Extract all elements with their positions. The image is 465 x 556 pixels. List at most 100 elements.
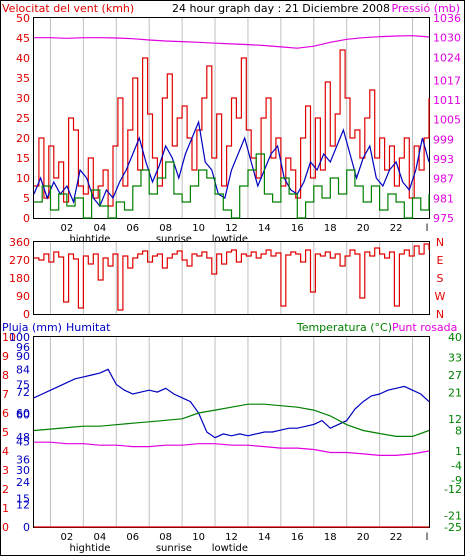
humidity-y-tick-label: 60 <box>16 407 30 420</box>
direction-y-tick-label: 90 <box>16 290 30 303</box>
direction-y-tick-label: 0 <box>23 308 30 321</box>
wind-y-tick-label: 10 <box>16 172 30 185</box>
x-tick-label: 18 <box>324 532 337 543</box>
wind-y-tick-label: 30 <box>16 92 30 105</box>
x-annotation-label: lowtide <box>212 543 248 554</box>
x-tick-label: 08 <box>159 532 172 543</box>
pressure-y-tick-label: 987 <box>433 173 454 186</box>
rain-y-tick-label: 2 <box>2 483 9 496</box>
x-tick-label: 20 <box>357 223 370 234</box>
humidity-alt-tick-label: 36 <box>16 454 30 467</box>
x-tick-label: 16 <box>291 532 304 543</box>
wind-y-tick-label: 15 <box>16 152 30 165</box>
x-annotation-label: hightide <box>69 234 110 245</box>
humidity-alt-tick-label: 48 <box>16 431 30 444</box>
x-annotation-label: sunrise <box>156 543 192 554</box>
compass-label: N <box>436 308 444 321</box>
humidity-series <box>33 368 430 439</box>
dewpoint-title: Punt rosada <box>392 321 457 334</box>
x-tick-label: 18 <box>324 223 337 234</box>
temperature-y-tick-label: -4 <box>451 460 462 473</box>
x-tick-label: 08 <box>159 223 172 234</box>
x-tick-label: 22 <box>390 532 403 543</box>
x-annotation-label: hightide <box>69 543 110 554</box>
wind-y-tick-label: 20 <box>16 132 30 145</box>
pressure-y-tick-label: 1011 <box>433 94 461 107</box>
humidity-alt-tick-label: 60 <box>16 409 30 422</box>
rain-y-tick-label: 4 <box>2 445 9 458</box>
rain-y-tick-label: 8 <box>2 369 9 382</box>
temperature-y-tick-label: 1 <box>455 445 462 458</box>
x-tick-label: l <box>426 223 429 234</box>
humidity-y-tick-label: 15 <box>16 493 30 506</box>
temperature-y-tick-label: 33 <box>448 351 462 364</box>
rain-y-tick-label: 7 <box>2 388 9 401</box>
rain-title: Pluja (mm) <box>2 321 62 334</box>
x-tick-label: 06 <box>126 532 139 543</box>
rain-y-tick-label: 3 <box>2 464 9 477</box>
humidity-y-tick-label: 75 <box>16 379 30 392</box>
rain-y-tick-label: 1 <box>2 502 9 515</box>
temperature-y-tick-label: -9 <box>451 474 462 487</box>
pressure-y-tick-label: 1005 <box>433 114 461 127</box>
direction-y-tick-label: 360 <box>9 236 30 249</box>
rain-y-tick-label: 10 <box>2 331 16 344</box>
humidity-y-tick-label: 0 <box>23 521 30 534</box>
humidity-alt-tick-label: 96 <box>16 341 30 354</box>
x-tick-label: 14 <box>258 532 271 543</box>
humidity-title: Humitat <box>66 321 111 334</box>
direction-y-tick-label: 180 <box>9 272 30 285</box>
temperature-title: Temperatura (°C) <box>296 321 392 334</box>
x-annotation-label: sunrise <box>156 234 192 245</box>
x-tick-label: 20 <box>357 532 370 543</box>
pressure-y-tick-label: 993 <box>433 153 454 166</box>
humidity-alt-tick-label: 24 <box>16 476 30 489</box>
x-tick-label: 02 <box>61 223 74 234</box>
wind-speed-series <box>34 49 430 207</box>
wind-speed-title: Velocitat del vent (kmh) <box>2 2 134 15</box>
wind-y-tick-label: 35 <box>16 72 30 85</box>
wind-pressure-panel: 0 5 10 15 20 25 30 35 40 45 50 975 981 987 993 999 1005… <box>16 12 461 245</box>
wind-direction-plot-area <box>33 241 430 315</box>
wind-y-tick-label: 25 <box>16 112 30 125</box>
x-tick-label: l <box>426 532 429 543</box>
wind-y-tick-label: 40 <box>16 52 30 65</box>
dewpoint-series <box>34 441 430 456</box>
humidity-y-tick-label: 45 <box>16 436 30 449</box>
pressure-series <box>34 35 430 49</box>
temperature-y-tick-label: 12 <box>448 413 462 426</box>
x-tick-label: 04 <box>93 223 106 234</box>
x-tick-label: 10 <box>192 223 205 234</box>
pressure-y-tick-label: 1017 <box>433 74 461 87</box>
humidity-alt-tick-label: 12 <box>16 499 30 512</box>
rain-y-tick-label: 9 <box>2 350 9 363</box>
compass-label: S <box>437 272 444 285</box>
x-tick-label: 06 <box>126 223 139 234</box>
humidity-y-tick-label: 100 <box>9 331 30 344</box>
wind-y-tick-label: 50 <box>16 12 30 25</box>
wind-minimum-series <box>34 153 430 219</box>
temperature-y-tick-label: 40 <box>448 331 462 344</box>
temperature-y-tick-label: 8 <box>455 425 462 438</box>
direction-y-tick-label: 270 <box>9 254 30 267</box>
compass-label: N <box>436 236 444 249</box>
humidity-alt-tick-label: 84 <box>16 364 30 377</box>
temperature-y-tick-label: -25 <box>444 521 462 534</box>
graph-title: 24 hour graph day : 21 Diciembre 2008 <box>172 2 390 15</box>
pressure-y-tick-label: 981 <box>433 192 454 205</box>
humidity-y-tick-label: 30 <box>16 464 30 477</box>
pressure-y-tick-label: 1024 <box>433 51 461 64</box>
rain-y-tick-label: 5 <box>2 426 9 439</box>
x-tick-label: 14 <box>258 223 271 234</box>
humidity-y-tick-label: 90 <box>16 350 30 363</box>
rain-y-tick-label: 0 <box>2 521 9 534</box>
x-tick-label: 22 <box>390 223 403 234</box>
x-tick-label: 10 <box>192 532 205 543</box>
rain-y-tick-label: 6 <box>2 407 9 420</box>
wind-y-tick-label: 45 <box>16 32 30 45</box>
wind-direction-series <box>34 243 430 311</box>
humidity-alt-tick-label: 72 <box>16 386 30 399</box>
x-tick-label: 12 <box>225 532 238 543</box>
